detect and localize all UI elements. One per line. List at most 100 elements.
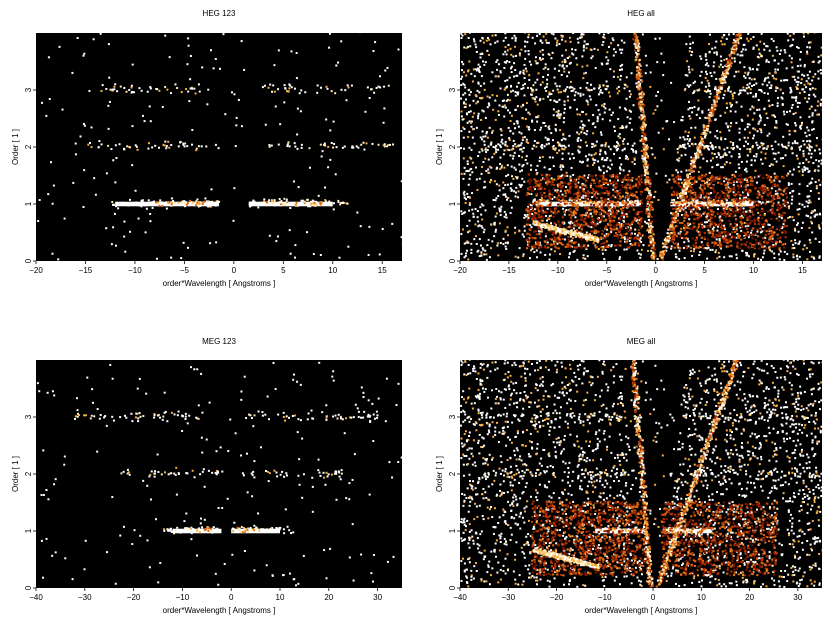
data-point-background xyxy=(778,216,780,218)
data-point-background xyxy=(499,189,501,191)
data-point-dense xyxy=(706,213,708,215)
data-point-background xyxy=(802,222,804,224)
data-point-background xyxy=(811,114,813,116)
data-point-peak xyxy=(171,203,173,205)
data-point-dense xyxy=(554,210,556,212)
data-point-background xyxy=(810,221,812,223)
data-point-peak xyxy=(617,201,619,203)
data-point xyxy=(126,145,128,147)
data-point-background xyxy=(701,71,703,73)
data-point-background xyxy=(461,37,463,39)
data-point-background xyxy=(598,109,600,111)
data-point-background xyxy=(560,190,562,192)
data-point-background xyxy=(714,135,716,137)
data-point-dense xyxy=(776,190,778,192)
data-point-background xyxy=(759,41,761,43)
data-point-dense xyxy=(716,235,718,237)
data-point-background xyxy=(740,230,742,232)
data-point xyxy=(490,144,492,146)
data-point-dense xyxy=(634,219,636,221)
data-point-background xyxy=(525,215,527,217)
data-point-background xyxy=(602,118,604,120)
data-point-background xyxy=(767,93,769,95)
data-point-background xyxy=(505,242,507,244)
data-point-background xyxy=(469,174,471,176)
data-point-background xyxy=(681,154,683,156)
data-point-background xyxy=(289,229,291,231)
data-point-background xyxy=(470,243,472,245)
data-point-background xyxy=(787,39,789,41)
data-point-background xyxy=(484,149,486,151)
data-point-dense xyxy=(549,208,551,210)
data-point-background xyxy=(556,243,558,245)
data-point-background xyxy=(514,46,516,48)
data-point-background xyxy=(578,146,580,148)
data-point-dense xyxy=(735,219,737,221)
data-point-background xyxy=(556,44,558,46)
data-point-background xyxy=(586,82,588,84)
data-point xyxy=(512,145,514,147)
data-point-background xyxy=(514,127,516,129)
data-point-dense xyxy=(575,220,577,222)
data-point-background xyxy=(708,43,710,45)
data-point-dense xyxy=(712,184,714,186)
data-point-background xyxy=(775,120,777,122)
data-point-dense xyxy=(717,213,719,215)
data-point-background xyxy=(798,170,800,172)
data-point-dense xyxy=(692,237,694,239)
data-point-background xyxy=(48,56,50,58)
data-point-background xyxy=(505,230,507,232)
data-point xyxy=(571,90,573,92)
data-point-background xyxy=(792,39,794,41)
data-point-peak xyxy=(195,204,197,206)
data-point-dense xyxy=(772,246,774,248)
data-point-dense xyxy=(545,174,547,176)
data-point-background xyxy=(716,156,718,158)
data-point-background xyxy=(783,111,785,113)
x-tick-label: 15 xyxy=(378,266,387,275)
data-point-background xyxy=(772,164,774,166)
data-point-background xyxy=(788,205,790,207)
data-point xyxy=(682,146,684,148)
data-point-background xyxy=(481,97,483,99)
data-point-dense xyxy=(544,245,546,247)
data-point-background xyxy=(587,89,589,91)
data-point-background xyxy=(516,86,518,88)
data-point-peak xyxy=(195,200,197,202)
data-point-dense xyxy=(784,201,786,203)
data-point-dense xyxy=(753,201,755,203)
data-point-background xyxy=(622,195,624,197)
data-point-background xyxy=(496,212,498,214)
data-point xyxy=(788,142,790,144)
data-point-dense xyxy=(638,176,640,178)
data-point-background xyxy=(513,76,515,78)
data-point-background xyxy=(723,180,725,182)
data-point-dense xyxy=(581,228,583,230)
data-point-background xyxy=(473,238,475,240)
data-point-background xyxy=(716,257,718,259)
data-point-background xyxy=(706,221,708,223)
data-point xyxy=(131,85,133,87)
data-point-background xyxy=(542,54,544,56)
data-point-background xyxy=(475,68,477,70)
data-point xyxy=(384,143,386,145)
data-point-background xyxy=(739,139,741,141)
data-point-background xyxy=(514,227,516,229)
data-point xyxy=(257,206,259,208)
data-point-background xyxy=(500,208,502,210)
data-point xyxy=(778,143,780,145)
data-point-background xyxy=(820,54,822,56)
data-point-dense xyxy=(774,184,776,186)
data-point-background xyxy=(485,61,487,63)
data-point xyxy=(728,86,730,88)
data-point-background xyxy=(470,73,472,75)
data-point-background xyxy=(77,37,79,39)
data-point-background xyxy=(502,53,504,55)
data-point-dense xyxy=(540,188,542,190)
data-point-background xyxy=(463,46,465,48)
data-point-background xyxy=(585,87,587,89)
data-point-dense xyxy=(591,230,593,232)
data-point xyxy=(347,84,349,86)
data-point-dense xyxy=(612,174,614,176)
data-point-background xyxy=(574,99,576,101)
